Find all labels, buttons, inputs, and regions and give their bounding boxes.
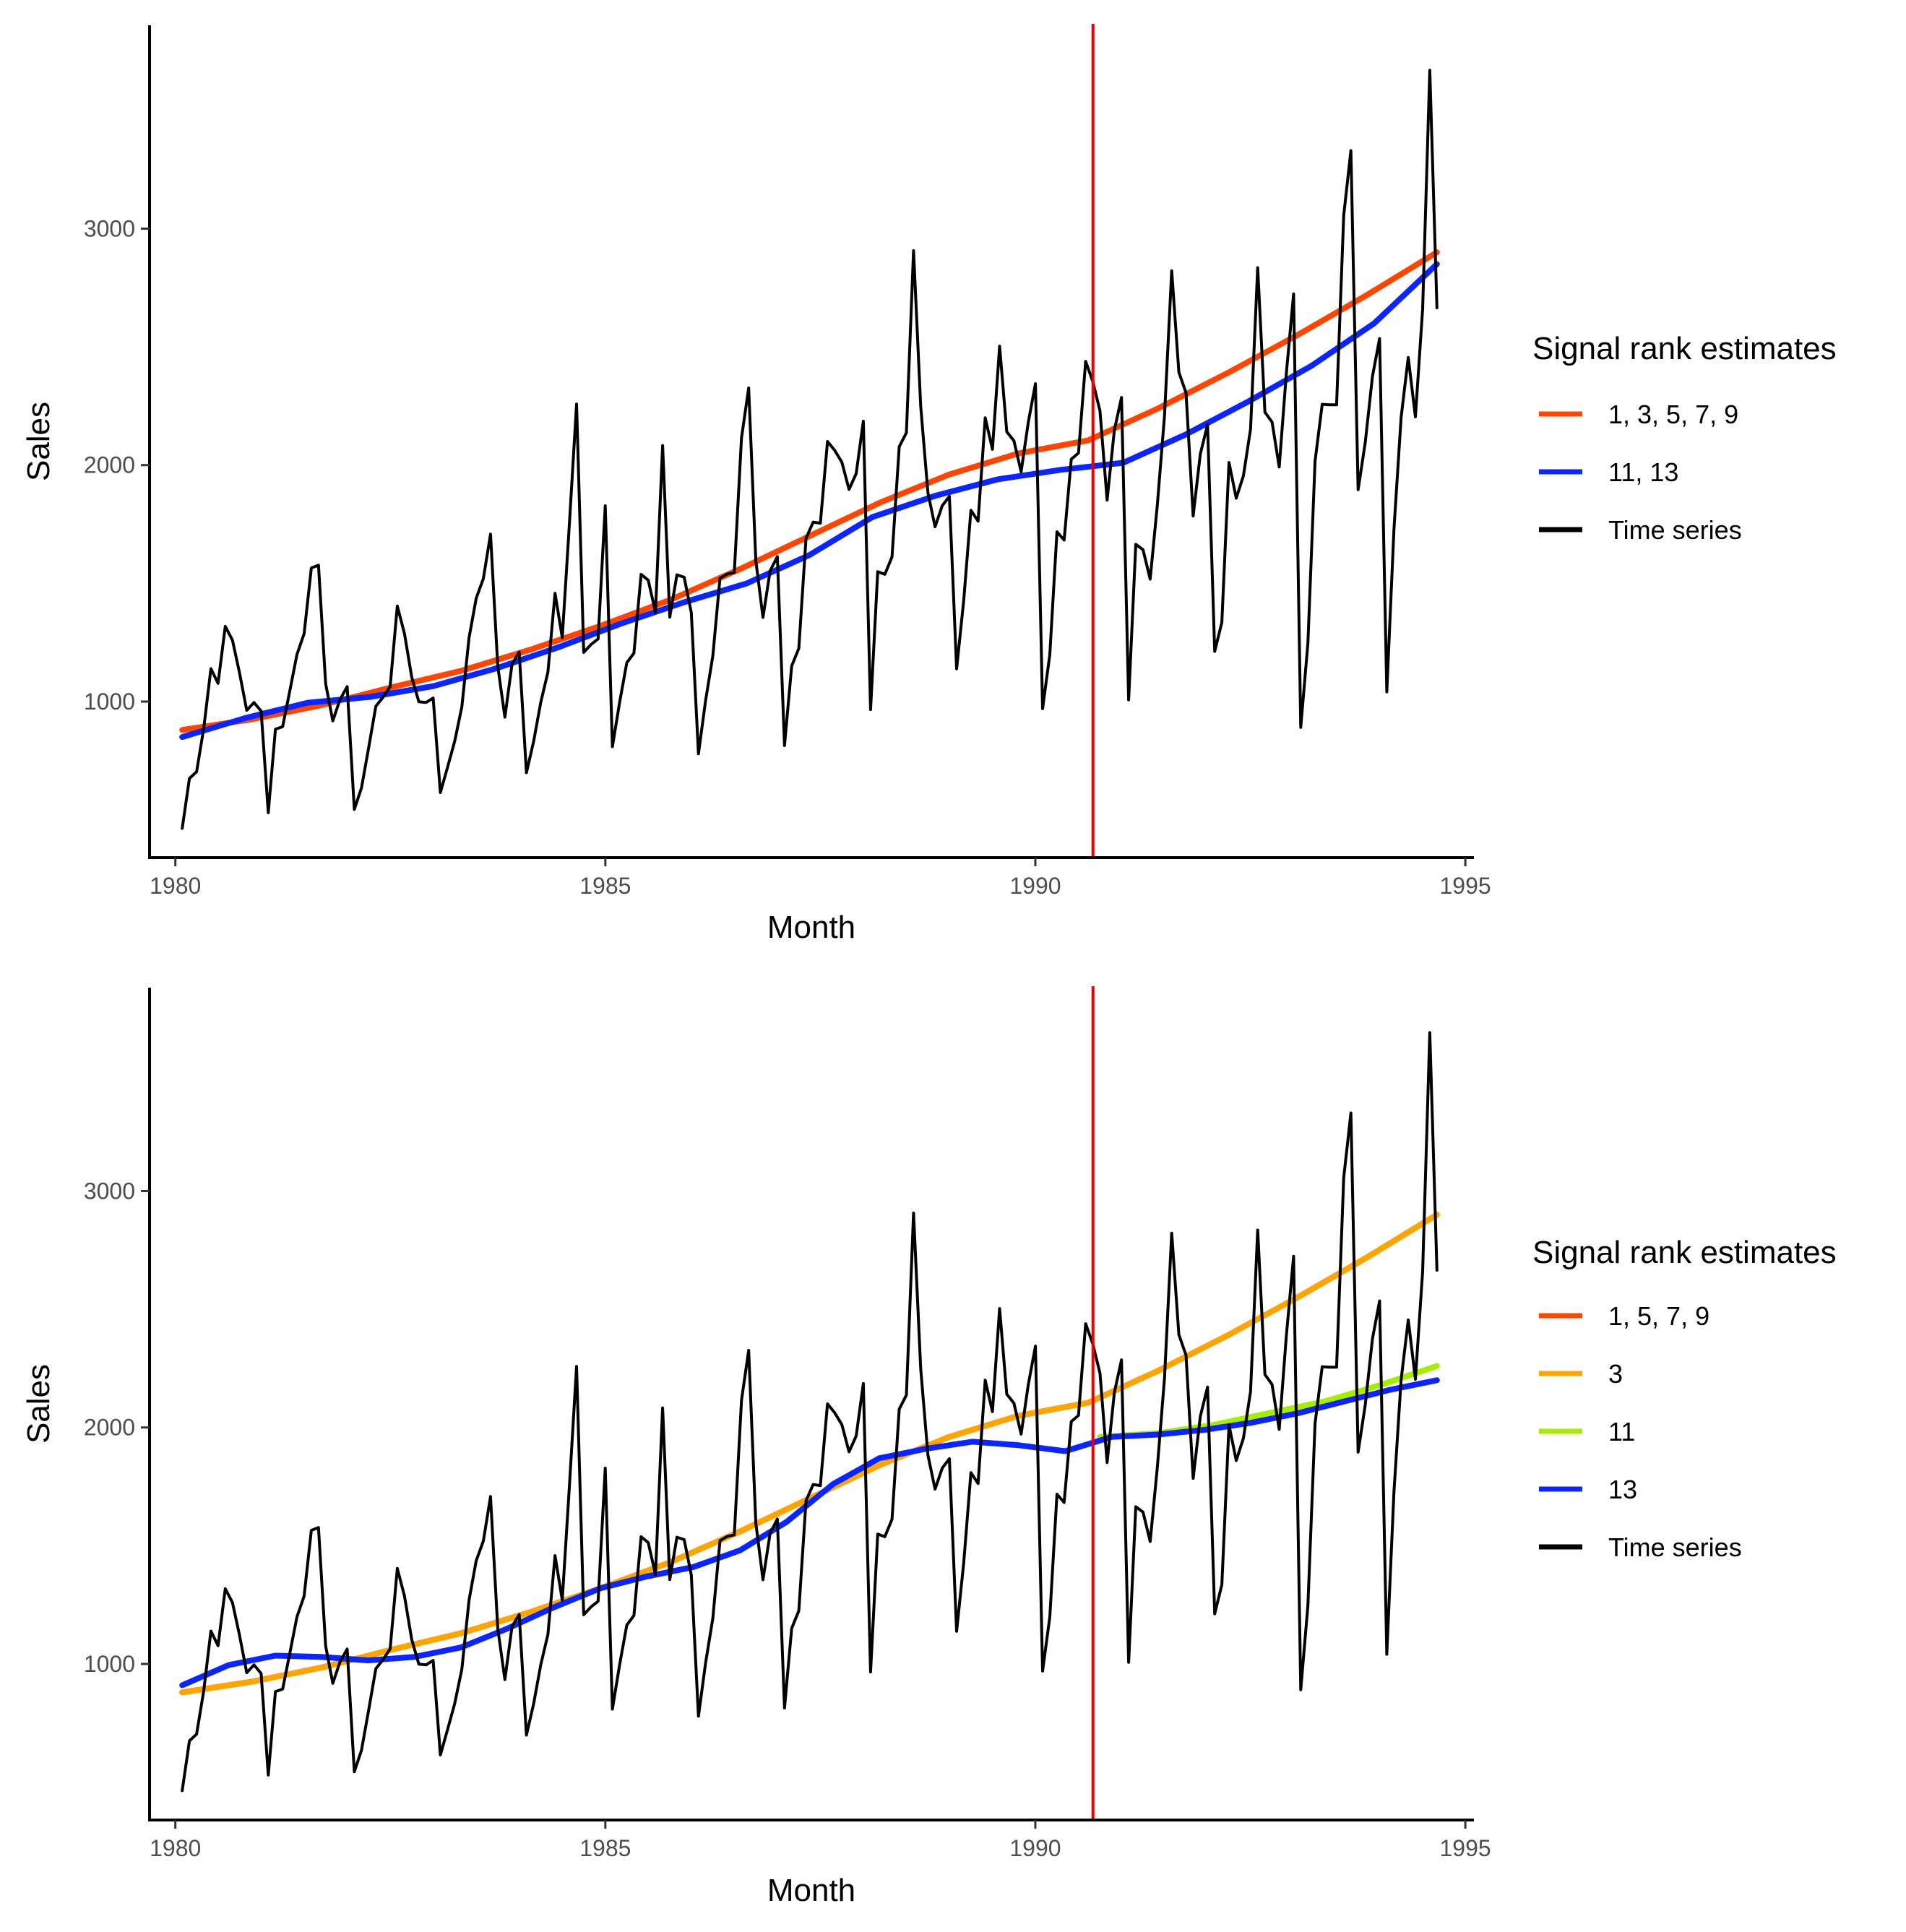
legend-label: 11, 13 <box>1608 457 1678 487</box>
bottom-panel: 1980 1985 1990 1995 1000 2000 3000 Month Sale… <box>21 986 1837 1908</box>
y-tick-label: 3000 <box>84 1178 135 1204</box>
legend-label: 3 <box>1608 1359 1623 1389</box>
series-line-3 <box>179 1212 1440 1696</box>
y-tick-label: 3000 <box>84 215 135 241</box>
bottom-panel-legend-title: Signal rank estimates <box>1532 1235 1837 1270</box>
x-tick-label: 1990 <box>1009 1835 1061 1861</box>
top-panel-legend-title: Signal rank estimates <box>1532 331 1837 366</box>
bottom-panel-y-axis-title: Sales <box>21 1364 56 1444</box>
top-panel-x-ticks: 1980 1985 1990 1995 <box>150 858 1491 899</box>
series-line-13 <box>179 1377 1440 1689</box>
x-tick-label: 1990 <box>1009 873 1061 899</box>
x-tick-label: 1980 <box>150 1835 201 1861</box>
x-tick-label: 1980 <box>150 873 201 899</box>
top-panel-y-axis-title: Sales <box>21 402 56 481</box>
top-panel: 1980 1985 1990 1995 1000 2000 3000 Month Sale… <box>21 24 1837 945</box>
x-tick-label: 1995 <box>1440 873 1491 899</box>
legend-label: 13 <box>1608 1475 1637 1504</box>
series-line-1-3-5-7-9 <box>179 249 1440 733</box>
bottom-panel-x-axis-title: Month <box>767 1873 855 1908</box>
top-panel-legend: Signal rank estimates 1, 3, 5, 7, 9 11, 1… <box>1532 331 1837 545</box>
series-line-11-13 <box>179 261 1440 741</box>
top-panel-x-axis-title: Month <box>767 910 855 945</box>
y-tick-label: 2000 <box>84 1415 135 1441</box>
top-panel-y-ticks: 1000 2000 3000 <box>84 215 150 715</box>
bottom-panel-y-ticks: 1000 2000 3000 <box>84 1178 150 1677</box>
legend-label: 1, 5, 7, 9 <box>1608 1301 1709 1331</box>
x-tick-label: 1985 <box>579 873 631 899</box>
legend-label: 1, 3, 5, 7, 9 <box>1608 400 1738 429</box>
legend-label: Time series <box>1608 515 1742 545</box>
legend-label: Time series <box>1608 1532 1742 1562</box>
top-panel-series <box>179 69 1440 830</box>
legend-label: 11 <box>1608 1417 1635 1446</box>
x-tick-label: 1995 <box>1440 1835 1491 1861</box>
y-tick-label: 1000 <box>84 1651 135 1677</box>
series-line-1-5-7-9 <box>179 1212 1440 1696</box>
y-tick-label: 1000 <box>84 689 135 715</box>
bottom-panel-series <box>179 1031 1440 1793</box>
series-line-time-series <box>181 1031 1439 1793</box>
y-tick-label: 2000 <box>84 452 135 478</box>
bottom-panel-legend: Signal rank estimates 1, 5, 7, 9 3 11 13 Tim… <box>1532 1235 1837 1562</box>
bottom-panel-x-ticks: 1980 1985 1990 1995 <box>150 1820 1491 1861</box>
series-line-time-series <box>181 69 1439 830</box>
x-tick-label: 1985 <box>579 1835 631 1861</box>
